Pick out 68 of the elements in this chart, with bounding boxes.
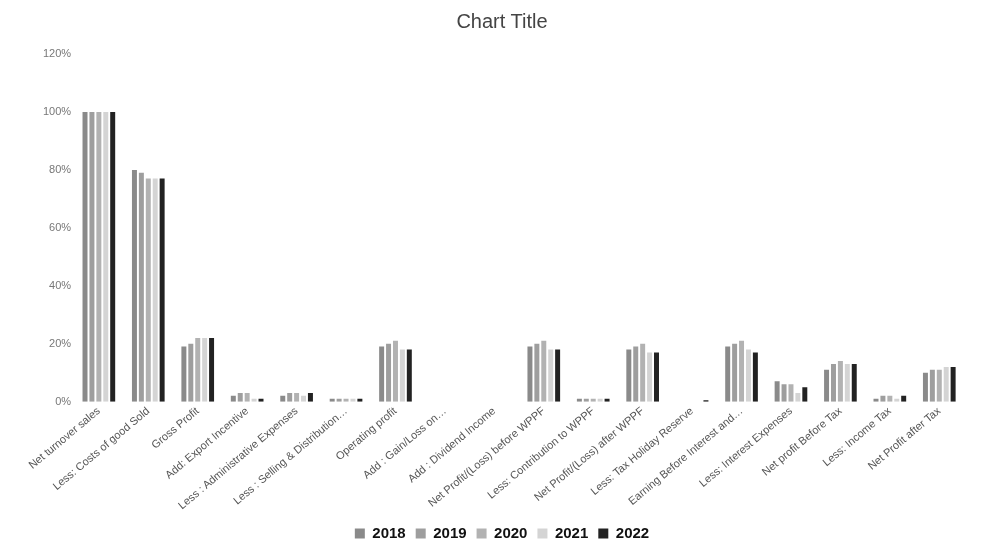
bar bbox=[386, 343, 392, 402]
y-tick-label: 60% bbox=[49, 220, 72, 233]
bar bbox=[739, 340, 745, 402]
bar bbox=[89, 111, 95, 402]
bar bbox=[195, 337, 201, 402]
bar bbox=[752, 352, 758, 402]
bar bbox=[626, 349, 632, 402]
bar bbox=[922, 372, 928, 402]
bar bbox=[788, 384, 794, 402]
bar bbox=[802, 387, 808, 402]
bar bbox=[548, 349, 554, 402]
y-tick-label: 120% bbox=[42, 47, 72, 60]
bar bbox=[541, 340, 547, 402]
bar bbox=[96, 111, 102, 402]
bar bbox=[399, 349, 405, 402]
y-tick-label: 20% bbox=[49, 336, 72, 349]
bar bbox=[379, 346, 385, 402]
bar bbox=[824, 369, 830, 402]
y-tick-label: 0% bbox=[55, 394, 72, 407]
bar bbox=[103, 111, 109, 402]
bar bbox=[654, 352, 659, 402]
legend-label: 2018 bbox=[372, 523, 406, 541]
bar bbox=[745, 349, 751, 402]
bar bbox=[555, 349, 561, 402]
bar bbox=[131, 169, 137, 402]
bar bbox=[732, 343, 738, 402]
bar bbox=[188, 343, 194, 402]
bar bbox=[392, 340, 398, 402]
bar bbox=[774, 381, 780, 402]
bar bbox=[795, 392, 801, 402]
bar bbox=[943, 366, 949, 402]
bar bbox=[145, 178, 151, 402]
bar bbox=[725, 346, 731, 402]
bar bbox=[406, 349, 412, 402]
bar bbox=[831, 363, 836, 402]
bar bbox=[640, 343, 646, 402]
bar bbox=[950, 366, 956, 402]
legend-label: 2021 bbox=[554, 523, 589, 541]
bar bbox=[647, 352, 653, 402]
bar bbox=[929, 369, 935, 402]
bar bbox=[307, 392, 313, 402]
bar bbox=[159, 178, 165, 402]
bar bbox=[209, 337, 215, 402]
bar bbox=[936, 369, 942, 402]
bar bbox=[527, 346, 533, 402]
legend-label: 2022 bbox=[615, 523, 650, 541]
y-tick-label: 40% bbox=[49, 278, 72, 291]
bar bbox=[781, 384, 787, 402]
bar bbox=[202, 337, 208, 402]
bar bbox=[244, 392, 250, 402]
bar bbox=[837, 361, 843, 402]
bar bbox=[110, 111, 116, 402]
legend-label: 2019 bbox=[433, 523, 467, 541]
legend-label: 2020 bbox=[494, 523, 528, 541]
bar bbox=[82, 111, 88, 402]
y-tick-label: 100% bbox=[42, 104, 72, 117]
bar bbox=[237, 392, 243, 402]
bar bbox=[534, 343, 540, 402]
chart-title: Chart Title bbox=[456, 9, 548, 32]
bar bbox=[152, 178, 158, 402]
bar bbox=[287, 392, 293, 402]
bar bbox=[851, 363, 857, 402]
bar bbox=[633, 346, 639, 402]
bar bbox=[138, 172, 144, 402]
bar bbox=[844, 363, 850, 402]
bar bbox=[294, 392, 300, 402]
bar bbox=[181, 346, 187, 402]
y-tick-label: 80% bbox=[49, 162, 72, 175]
